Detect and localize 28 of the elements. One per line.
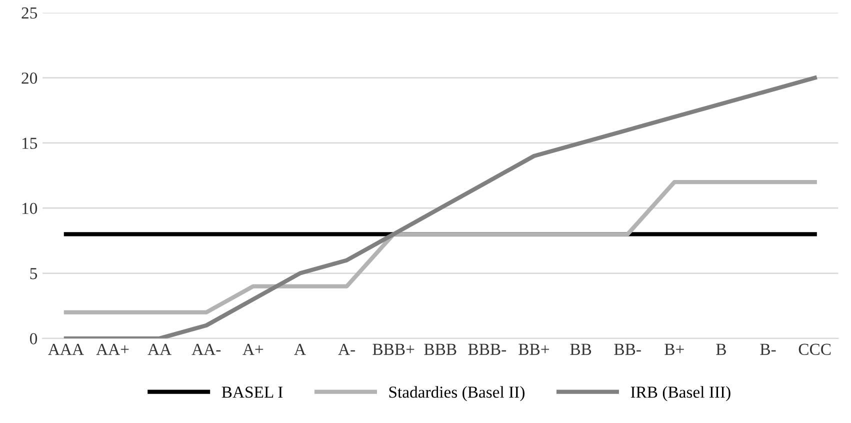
y-tick-label: 15 — [22, 138, 38, 149]
legend-label: Stadardies (Basel II) — [389, 386, 524, 402]
x-tick-label: BBB+ — [372, 344, 414, 355]
x-tick-label: CCC — [798, 344, 831, 355]
x-tick-label: B — [716, 344, 726, 355]
x-tick-label: BBB — [424, 344, 456, 355]
x-tick-label: AA — [148, 344, 172, 355]
line-series — [64, 180, 817, 314]
y-tick-label: 10 — [22, 202, 38, 214]
y-tick-label: 20 — [22, 72, 38, 84]
x-tick-label: AA- — [192, 344, 221, 355]
x-tick-label: B- — [760, 344, 776, 355]
line-series — [64, 76, 817, 338]
x-tick-label: BBB- — [468, 344, 506, 355]
x-tick-label: BB — [570, 344, 592, 355]
x-tick-label: A+ — [242, 344, 264, 355]
y-tick-label: 5 — [30, 268, 38, 280]
x-tick-label: AAA — [48, 344, 84, 355]
x-tick-label: AA+ — [96, 344, 129, 355]
y-tick-label: 25 — [22, 7, 38, 19]
x-tick-label: A — [294, 344, 306, 355]
x-tick-label: BB- — [614, 344, 641, 355]
legend-label: BASEL I — [222, 386, 283, 398]
x-tick-label: A- — [338, 344, 355, 355]
x-tick-label: B+ — [664, 344, 684, 355]
x-tick-label: BB+ — [518, 344, 550, 355]
y-tick-label: 0 — [30, 333, 38, 344]
legend-label: IRB (Basel III) — [630, 386, 730, 402]
